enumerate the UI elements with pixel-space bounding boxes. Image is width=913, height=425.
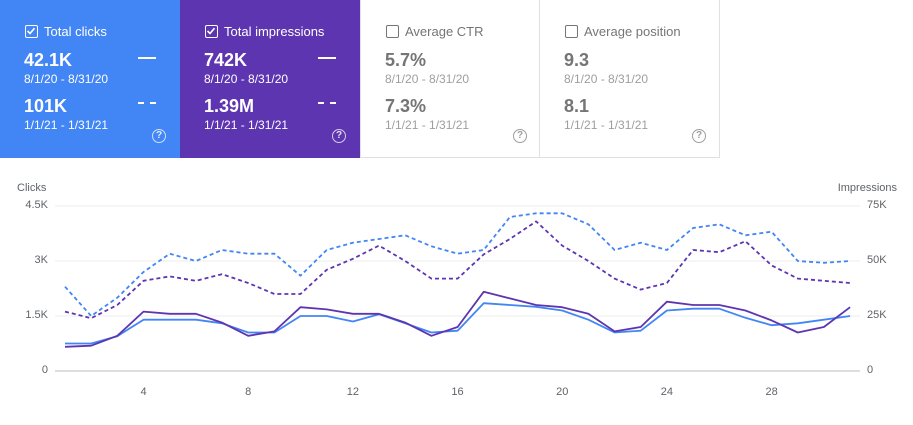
total-impressions-checkbox[interactable]	[205, 25, 218, 38]
x-tick-label: 12	[346, 386, 359, 398]
x-tick-label: 20	[556, 386, 569, 398]
card-title: Total clicks	[44, 24, 107, 39]
x-tick-label: 28	[765, 386, 778, 398]
right-axis-title: Impressions	[837, 182, 897, 194]
right-y-tick-label: 75K	[867, 199, 887, 211]
checkmark-icon	[26, 27, 36, 35]
total-clicks-card[interactable]: Total clicks 42.1K 8/1/20 - 8/31/20 101K…	[0, 0, 180, 158]
average-ctr-card[interactable]: Average CTR 5.7% 8/1/20 - 8/31/20 7.3% 1…	[360, 0, 540, 158]
x-tick-label: 8	[245, 386, 252, 398]
card-date-secondary: 1/1/21 - 1/31/21	[204, 118, 289, 132]
average-position-checkbox[interactable]	[565, 25, 578, 38]
card-title: Total impressions	[224, 24, 325, 39]
card-date-primary: 8/1/20 - 8/31/20	[204, 72, 289, 86]
card-title: Average position	[584, 24, 681, 39]
help-icon[interactable]: ?	[513, 129, 527, 143]
help-icon[interactable]: ?	[692, 129, 706, 143]
dashed-line-legend-icon	[318, 102, 336, 104]
card-date-primary: 8/1/20 - 8/31/20	[564, 72, 649, 86]
metric-cards: Total clicks 42.1K 8/1/20 - 8/31/20 101K…	[0, 0, 721, 158]
card-value-primary: 42.1K	[24, 50, 73, 70]
card-date-secondary: 1/1/21 - 1/31/21	[385, 118, 470, 132]
solid-line-legend-icon	[138, 57, 156, 59]
checkmark-icon	[206, 27, 216, 35]
card-date-secondary: 1/1/21 - 1/31/21	[24, 118, 109, 132]
left-y-tick-label: 0	[41, 364, 48, 376]
impressions-dashed-series-line	[64, 220, 851, 320]
total-clicks-checkbox[interactable]	[25, 25, 38, 38]
chart-plot	[55, 205, 860, 372]
left-y-tick-label: 1.5K	[25, 309, 48, 321]
x-tick-label: 4	[140, 386, 147, 398]
right-y-tick-label: 50K	[867, 254, 887, 266]
card-value-secondary: 1.39M	[204, 96, 255, 116]
left-y-tick-label: 4.5K	[25, 199, 48, 211]
average-position-card[interactable]: Average position 9.3 8/1/20 - 8/31/20 8.…	[540, 0, 720, 158]
dashed-line-legend-icon	[138, 102, 156, 104]
left-axis-title: Clicks	[17, 182, 47, 194]
right-y-tick-label: 0	[867, 364, 874, 376]
card-title: Average CTR	[405, 24, 484, 39]
card-value-secondary: 101K	[24, 96, 68, 116]
card-date-secondary: 1/1/21 - 1/31/21	[564, 118, 649, 132]
card-value-secondary: 8.1	[564, 96, 590, 116]
card-value-primary: 742K	[204, 50, 248, 70]
performance-chart: Clicks Impressions 4.5K 3K 1.5K 0 75K 50K 25K 0…	[0, 160, 913, 425]
left-y-tick-label: 3K	[34, 254, 48, 266]
total-impressions-card[interactable]: Total impressions 742K 8/1/20 - 8/31/20 …	[180, 0, 360, 158]
card-value-primary: 5.7%	[385, 50, 427, 70]
average-ctr-checkbox[interactable]	[386, 25, 399, 38]
card-date-primary: 8/1/20 - 8/31/20	[385, 72, 470, 86]
help-icon[interactable]: ?	[152, 129, 166, 143]
card-value-primary: 9.3	[564, 50, 590, 70]
x-tick-label: 24	[660, 386, 674, 398]
solid-line-legend-icon	[318, 57, 336, 59]
right-y-tick-label: 25K	[867, 309, 887, 321]
impressions-solid-series-line	[64, 290, 851, 348]
help-icon[interactable]: ?	[332, 129, 346, 143]
clicks-solid-series-line	[65, 302, 851, 345]
card-date-primary: 8/1/20 - 8/31/20	[24, 72, 109, 86]
x-tick-label: 16	[451, 386, 464, 398]
card-value-secondary: 7.3%	[385, 96, 427, 116]
clicks-dashed-series-line	[64, 212, 851, 317]
